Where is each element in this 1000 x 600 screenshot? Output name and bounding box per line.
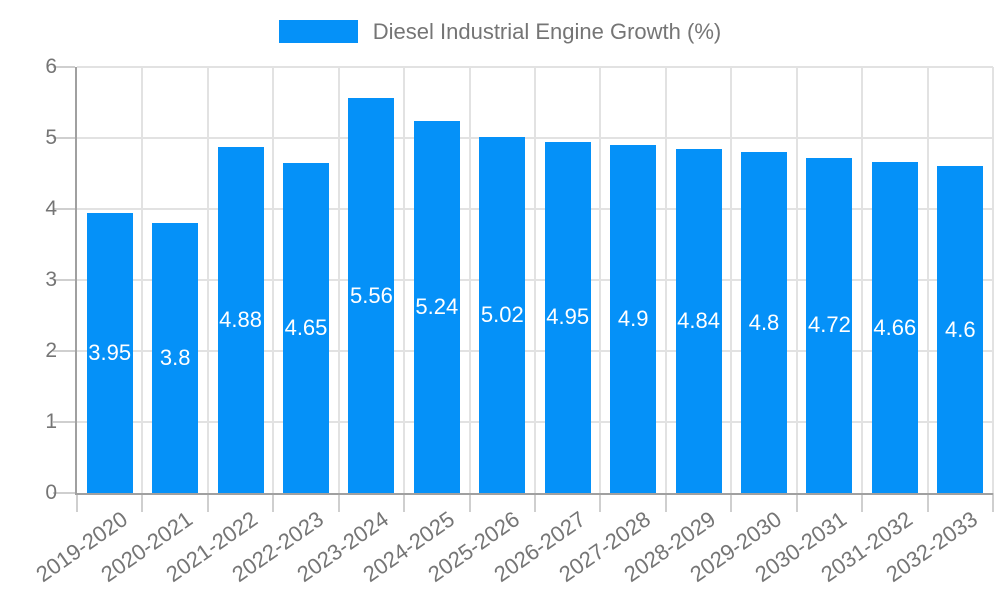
- bar[interactable]: [217, 146, 264, 493]
- legend[interactable]: Diesel Industrial Engine Growth (%): [0, 18, 1000, 45]
- gridline-vertical: [403, 67, 406, 493]
- y-tick-label: 1: [45, 410, 57, 433]
- x-tick-mark: [730, 493, 733, 512]
- x-tick-mark: [534, 493, 536, 512]
- y-tick-label: 3: [45, 268, 57, 291]
- bar[interactable]: [348, 98, 395, 493]
- y-tick-label: 4: [45, 197, 57, 220]
- gridline-vertical: [337, 67, 340, 493]
- gridline-vertical: [861, 67, 864, 493]
- gridline-vertical: [992, 67, 994, 493]
- bar-value-label: 4.65: [284, 314, 328, 340]
- gridline-vertical: [795, 67, 798, 493]
- bar[interactable]: [413, 120, 460, 493]
- gridline-vertical: [534, 67, 536, 493]
- bar[interactable]: [86, 212, 133, 493]
- bar[interactable]: [283, 162, 329, 493]
- y-tick-mark: [53, 279, 75, 281]
- gridline-vertical: [664, 67, 667, 493]
- y-tick-mark: [53, 66, 75, 68]
- bar-value-label: 3.95: [88, 339, 132, 365]
- bar-value-label: 4.6: [944, 316, 976, 342]
- x-tick-mark: [403, 493, 406, 512]
- x-tick-mark: [795, 493, 798, 512]
- x-tick-mark: [337, 493, 340, 512]
- y-tick-label: 5: [45, 126, 57, 149]
- gridline-vertical: [599, 67, 602, 493]
- gridline-vertical: [272, 67, 275, 493]
- legend-swatch: [278, 20, 358, 43]
- y-axis-line: [75, 67, 77, 495]
- plot-area: 3.95 3.8 4.88 4.65 5.56 5.24 5.02 4.95 4.9 4.84 4.…: [31, 55, 994, 587]
- x-tick-mark: [992, 493, 994, 512]
- bar[interactable]: [152, 223, 199, 493]
- y-tick-label: 6: [45, 55, 57, 78]
- bar-value-label: 4.88: [219, 306, 262, 332]
- x-tick-mark: [861, 493, 864, 512]
- x-tick-mark: [926, 493, 929, 512]
- bar-value-label: 4.95: [546, 304, 590, 330]
- x-axis-line: [75, 493, 993, 495]
- bar[interactable]: [937, 166, 984, 493]
- y-tick-label: 0: [45, 481, 57, 504]
- bar-value-label: 4.66: [873, 314, 917, 340]
- y-tick-mark: [53, 208, 75, 210]
- bar[interactable]: [871, 162, 918, 493]
- gridline-vertical: [468, 67, 471, 493]
- bar[interactable]: [741, 152, 787, 493]
- bar[interactable]: [544, 141, 591, 493]
- gridline-vertical: [730, 67, 733, 493]
- bar[interactable]: [610, 145, 657, 493]
- bar-value-label: 5.02: [480, 301, 524, 327]
- gridline-vertical: [206, 67, 209, 493]
- bar-value-label: 4.72: [808, 312, 851, 338]
- x-tick-mark: [664, 493, 667, 512]
- bar-value-label: 5.56: [350, 282, 393, 308]
- gridline-vertical: [926, 67, 929, 493]
- x-tick-mark: [468, 493, 471, 512]
- x-tick-mark: [206, 493, 209, 512]
- bar[interactable]: [675, 149, 722, 493]
- y-tick-mark: [53, 137, 75, 139]
- y-tick-mark: [53, 350, 75, 352]
- y-tick-mark: [53, 492, 75, 494]
- bar-value-label: 4.84: [677, 308, 720, 334]
- bar-value-label: 4.8: [748, 309, 780, 335]
- bar[interactable]: [479, 136, 526, 493]
- x-tick-mark: [76, 493, 78, 512]
- bar-value-label: 4.9: [617, 306, 649, 332]
- legend-label: Diesel Industrial Engine Growth (%): [372, 19, 722, 44]
- bar-value-label: 3.8: [159, 345, 191, 371]
- x-tick-mark: [272, 493, 275, 512]
- x-tick-mark: [141, 493, 144, 512]
- x-tick-mark: [599, 493, 602, 512]
- y-tick-label: 2: [45, 339, 57, 362]
- bar[interactable]: [806, 157, 853, 493]
- bar-value-label: 5.24: [415, 293, 459, 319]
- gridline-vertical: [141, 67, 144, 493]
- y-tick-mark: [53, 421, 75, 423]
